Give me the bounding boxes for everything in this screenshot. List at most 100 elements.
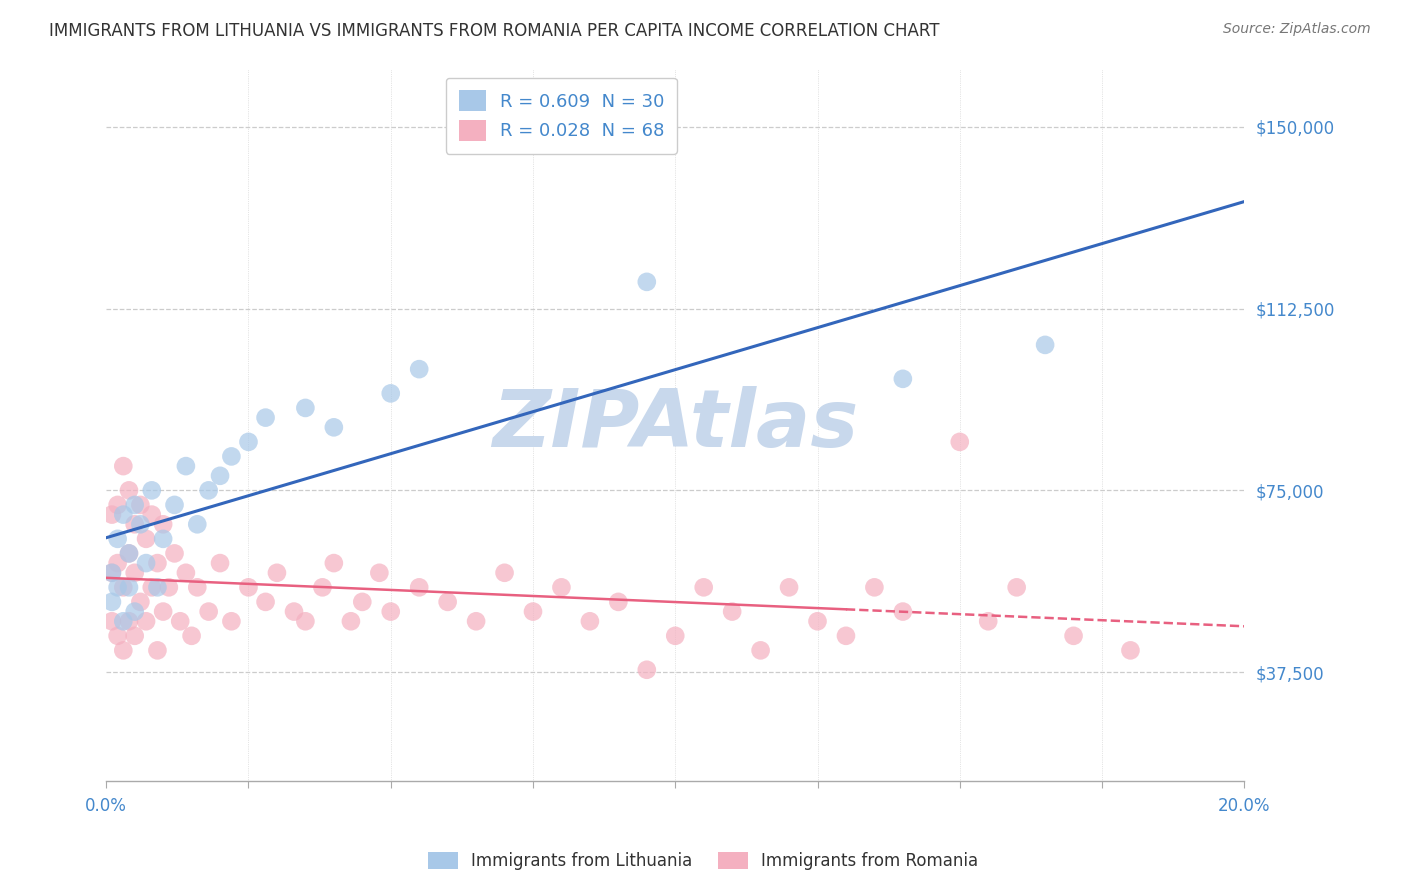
Point bbox=[118, 580, 141, 594]
Point bbox=[112, 508, 135, 522]
Point bbox=[465, 614, 488, 628]
Point bbox=[141, 508, 163, 522]
Point bbox=[380, 605, 402, 619]
Point bbox=[174, 459, 197, 474]
Point bbox=[146, 556, 169, 570]
Point bbox=[977, 614, 1000, 628]
Text: ZIPAtlas: ZIPAtlas bbox=[492, 386, 859, 464]
Point bbox=[322, 556, 344, 570]
Point bbox=[221, 450, 243, 464]
Legend: R = 0.609  N = 30, R = 0.028  N = 68: R = 0.609 N = 30, R = 0.028 N = 68 bbox=[446, 78, 678, 153]
Point bbox=[112, 643, 135, 657]
Point bbox=[152, 517, 174, 532]
Point bbox=[112, 459, 135, 474]
Point bbox=[664, 629, 686, 643]
Point bbox=[112, 580, 135, 594]
Text: IMMIGRANTS FROM LITHUANIA VS IMMIGRANTS FROM ROMANIA PER CAPITA INCOME CORRELATI: IMMIGRANTS FROM LITHUANIA VS IMMIGRANTS … bbox=[49, 22, 939, 40]
Point bbox=[124, 517, 146, 532]
Point bbox=[1005, 580, 1028, 594]
Point bbox=[1119, 643, 1142, 657]
Point bbox=[101, 566, 124, 580]
Point bbox=[863, 580, 886, 594]
Point bbox=[636, 275, 658, 289]
Point bbox=[494, 566, 516, 580]
Point bbox=[124, 629, 146, 643]
Point bbox=[135, 532, 157, 546]
Point bbox=[197, 605, 219, 619]
Point bbox=[163, 498, 186, 512]
Point bbox=[408, 362, 430, 376]
Point bbox=[146, 580, 169, 594]
Point bbox=[949, 434, 972, 449]
Point bbox=[408, 580, 430, 594]
Point bbox=[368, 566, 391, 580]
Point bbox=[135, 556, 157, 570]
Point bbox=[107, 556, 129, 570]
Point bbox=[778, 580, 800, 594]
Point bbox=[749, 643, 772, 657]
Point bbox=[209, 468, 232, 483]
Point bbox=[238, 434, 260, 449]
Point bbox=[124, 498, 146, 512]
Point bbox=[135, 614, 157, 628]
Point bbox=[283, 605, 305, 619]
Point bbox=[607, 595, 630, 609]
Point bbox=[180, 629, 202, 643]
Point bbox=[107, 580, 129, 594]
Point bbox=[311, 580, 333, 594]
Point bbox=[186, 517, 208, 532]
Point bbox=[254, 595, 277, 609]
Point bbox=[129, 517, 152, 532]
Point bbox=[322, 420, 344, 434]
Point bbox=[835, 629, 858, 643]
Point bbox=[197, 483, 219, 498]
Point bbox=[118, 546, 141, 560]
Point bbox=[436, 595, 458, 609]
Point bbox=[1063, 629, 1085, 643]
Point bbox=[636, 663, 658, 677]
Point bbox=[101, 566, 124, 580]
Point bbox=[169, 614, 191, 628]
Point bbox=[221, 614, 243, 628]
Point bbox=[550, 580, 572, 594]
Point bbox=[101, 614, 124, 628]
Point bbox=[579, 614, 602, 628]
Point bbox=[693, 580, 716, 594]
Point bbox=[294, 614, 316, 628]
Point bbox=[721, 605, 744, 619]
Point bbox=[129, 498, 152, 512]
Point bbox=[352, 595, 374, 609]
Point bbox=[174, 566, 197, 580]
Point bbox=[101, 508, 124, 522]
Point bbox=[118, 614, 141, 628]
Point bbox=[152, 532, 174, 546]
Point bbox=[129, 595, 152, 609]
Legend: Immigrants from Lithuania, Immigrants from Romania: Immigrants from Lithuania, Immigrants fr… bbox=[422, 845, 984, 877]
Point bbox=[891, 605, 914, 619]
Point bbox=[107, 629, 129, 643]
Point bbox=[141, 580, 163, 594]
Point bbox=[806, 614, 828, 628]
Point bbox=[112, 614, 135, 628]
Point bbox=[124, 605, 146, 619]
Point bbox=[522, 605, 544, 619]
Point bbox=[101, 595, 124, 609]
Point bbox=[340, 614, 363, 628]
Point bbox=[209, 556, 232, 570]
Point bbox=[141, 483, 163, 498]
Point bbox=[1033, 338, 1056, 352]
Point bbox=[157, 580, 180, 594]
Point bbox=[118, 546, 141, 560]
Point bbox=[254, 410, 277, 425]
Point bbox=[186, 580, 208, 594]
Point bbox=[124, 566, 146, 580]
Point bbox=[891, 372, 914, 386]
Point bbox=[107, 532, 129, 546]
Text: Source: ZipAtlas.com: Source: ZipAtlas.com bbox=[1223, 22, 1371, 37]
Point bbox=[152, 605, 174, 619]
Point bbox=[118, 483, 141, 498]
Point bbox=[107, 498, 129, 512]
Point bbox=[146, 643, 169, 657]
Point bbox=[238, 580, 260, 594]
Point bbox=[163, 546, 186, 560]
